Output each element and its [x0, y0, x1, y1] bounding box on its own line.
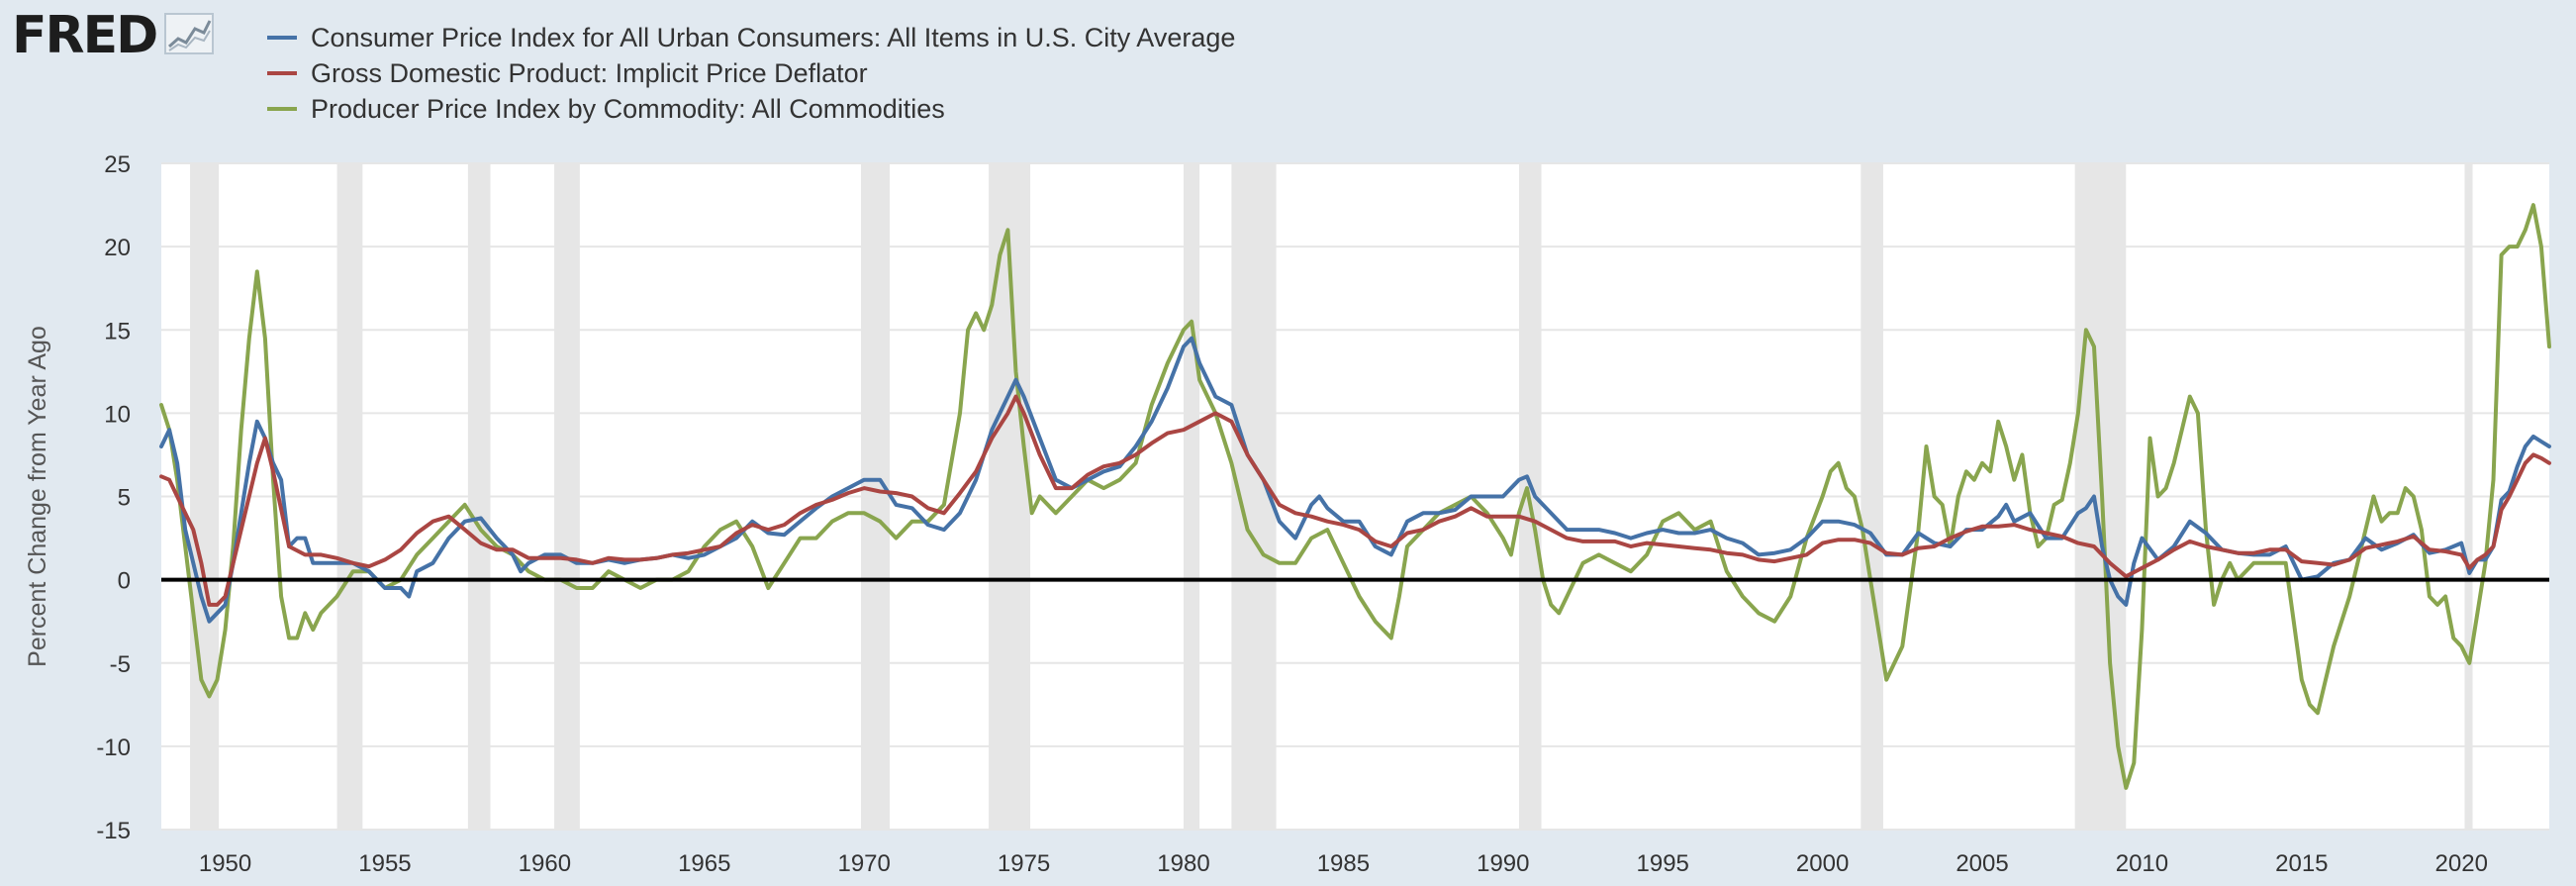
x-tick-label: 2010 [2116, 850, 2168, 877]
legend-swatch [267, 71, 297, 75]
x-tick-label: 1965 [678, 850, 730, 877]
legend-label: Gross Domestic Product: Implicit Price D… [311, 57, 868, 88]
line-chart-icon [164, 12, 215, 59]
x-tick-label: 1995 [1637, 850, 1689, 877]
legend-swatch [267, 107, 297, 111]
y-tick-label: -10 [96, 735, 131, 761]
x-tick-label: 1990 [1477, 850, 1529, 877]
x-tick-label: 1950 [199, 850, 251, 877]
legend-item[interactable]: Consumer Price Index for All Urban Consu… [267, 20, 1235, 55]
header: FRED Consumer Price Index for All Urban … [0, 0, 2576, 139]
series-line [159, 394, 2551, 607]
x-tick-label: 1970 [837, 850, 890, 877]
y-tick-label: -15 [96, 818, 131, 844]
y-tick-label: -5 [110, 651, 131, 678]
x-tick-label: 1980 [1157, 850, 1209, 877]
legend: Consumer Price Index for All Urban Consu… [267, 20, 1235, 127]
x-tick-label: 1955 [358, 850, 411, 877]
x-tick-label: 2000 [1796, 850, 1849, 877]
y-tick-label: 15 [104, 318, 131, 345]
y-tick-label: 10 [104, 401, 131, 428]
legend-label: Producer Price Index by Commodity: All C… [311, 93, 945, 124]
x-tick-label: 1975 [998, 850, 1050, 877]
y-tick-label: 20 [104, 235, 131, 261]
x-tick-label: 2015 [2275, 850, 2328, 877]
x-tick-label: 1985 [1317, 850, 1370, 877]
logo-text: FRED [12, 6, 158, 65]
legend-item[interactable]: Producer Price Index by Commodity: All C… [267, 91, 1235, 127]
x-tick-label: 2020 [2435, 850, 2488, 877]
legend-swatch [267, 36, 297, 40]
y-tick-label: 0 [118, 568, 131, 595]
legend-label: Consumer Price Index for All Urban Consu… [311, 22, 1236, 52]
x-tick-label: 1960 [519, 850, 571, 877]
y-tick-label: 5 [118, 485, 131, 512]
fred-logo[interactable]: FRED [12, 6, 215, 65]
legend-item[interactable]: Gross Domestic Product: Implicit Price D… [267, 55, 1235, 91]
x-tick-label: 2005 [1956, 850, 2008, 877]
y-axis-label: Percent Change from Year Ago [24, 326, 51, 667]
y-tick-label: 25 [104, 151, 131, 178]
